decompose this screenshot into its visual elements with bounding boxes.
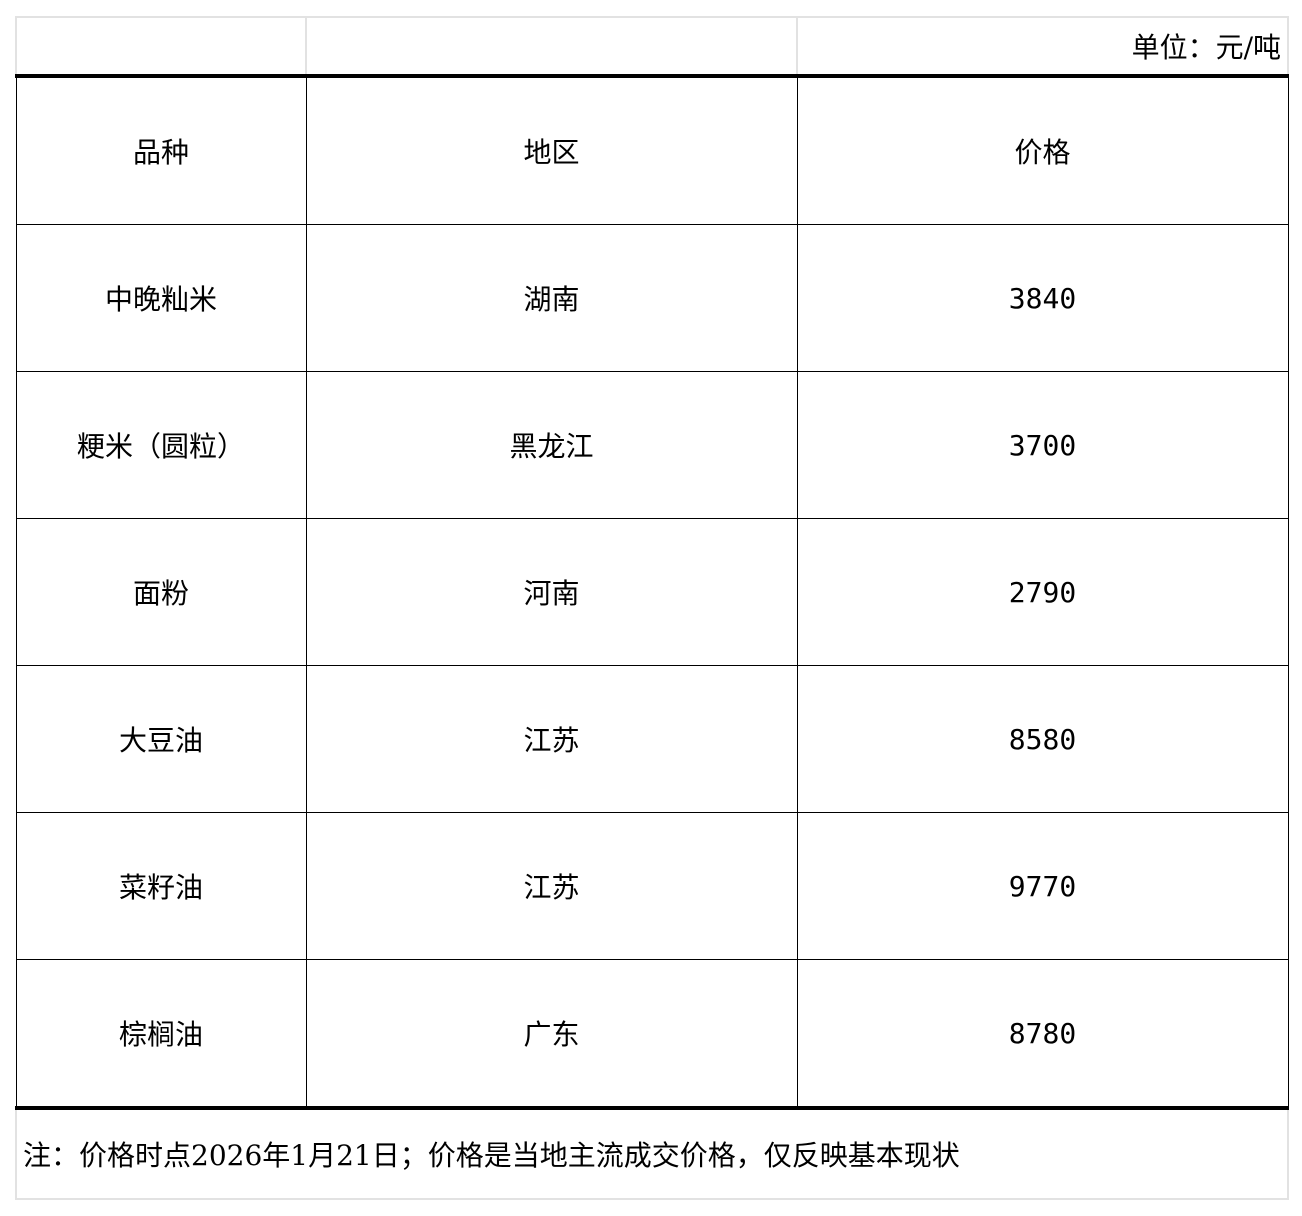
variety-cell: 棕榈油: [15, 959, 307, 1110]
region-cell: 湖南: [305, 224, 798, 372]
region-cell: 江苏: [305, 812, 798, 960]
table-row: 菜籽油 江苏 9770: [15, 812, 1289, 960]
header-row: 品种 地区 价格: [15, 75, 1289, 225]
header-variety: 品种: [15, 75, 307, 225]
region-cell: 广东: [305, 959, 798, 1110]
table-row: 大豆油 江苏 8580: [15, 665, 1289, 813]
table-row: 粳米（圆粒） 黑龙江 3700: [15, 371, 1289, 519]
variety-cell: 菜籽油: [15, 812, 307, 960]
empty-cell: [305, 16, 798, 78]
price-cell: 2790: [796, 518, 1289, 666]
variety-cell: 粳米（圆粒）: [15, 371, 307, 519]
price-cell: 3840: [796, 224, 1289, 372]
region-cell: 河南: [305, 518, 798, 666]
note-row: 注：价格时点2026年1月21日；价格是当地主流成交价格，仅反映基本现状: [15, 1106, 1289, 1200]
variety-cell: 面粉: [15, 518, 307, 666]
price-cell: 9770: [796, 812, 1289, 960]
price-cell: 8780: [796, 959, 1289, 1110]
price-table: 单位：元/吨 品种 地区 价格 中晚籼米 湖南 3840 粳米（圆粒） 黑龙江 …: [15, 16, 1289, 1200]
header-region: 地区: [305, 75, 798, 225]
variety-cell: 中晚籼米: [15, 224, 307, 372]
price-cell: 3700: [796, 371, 1289, 519]
unit-row: 单位：元/吨: [15, 16, 1289, 78]
table-row: 面粉 河南 2790: [15, 518, 1289, 666]
variety-cell: 大豆油: [15, 665, 307, 813]
table-row: 棕榈油 广东 8780: [15, 959, 1289, 1110]
empty-cell: [15, 16, 307, 78]
footnote: 注：价格时点2026年1月21日；价格是当地主流成交价格，仅反映基本现状: [15, 1106, 1289, 1200]
region-cell: 江苏: [305, 665, 798, 813]
table-row: 中晚籼米 湖南 3840: [15, 224, 1289, 372]
region-cell: 黑龙江: [305, 371, 798, 519]
header-price: 价格: [796, 75, 1289, 225]
unit-label: 单位：元/吨: [796, 16, 1289, 78]
price-cell: 8580: [796, 665, 1289, 813]
